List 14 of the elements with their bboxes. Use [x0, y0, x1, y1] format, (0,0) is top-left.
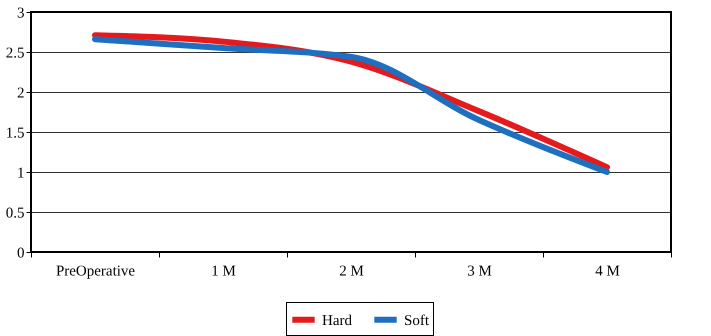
y-tick-label: 1 [17, 166, 24, 182]
x-tick-label: 2 M [339, 264, 364, 280]
x-tick-label: 3 M [467, 264, 492, 280]
y-tick-label: 2.5 [6, 46, 24, 62]
x-tick-label: 4 M [595, 264, 620, 280]
y-tick-label: 3 [17, 6, 24, 22]
y-tick-label: 0 [17, 246, 24, 262]
y-tick-label: 0.5 [6, 206, 24, 222]
y-tick-label: 1.5 [6, 126, 24, 142]
legend-label: Hard [322, 312, 352, 329]
y-tick-label: 2 [17, 86, 24, 102]
legend-label: Soft [404, 312, 430, 329]
x-tick-label: PreOperative [56, 264, 136, 280]
x-tick-label: 1 M [211, 264, 236, 280]
